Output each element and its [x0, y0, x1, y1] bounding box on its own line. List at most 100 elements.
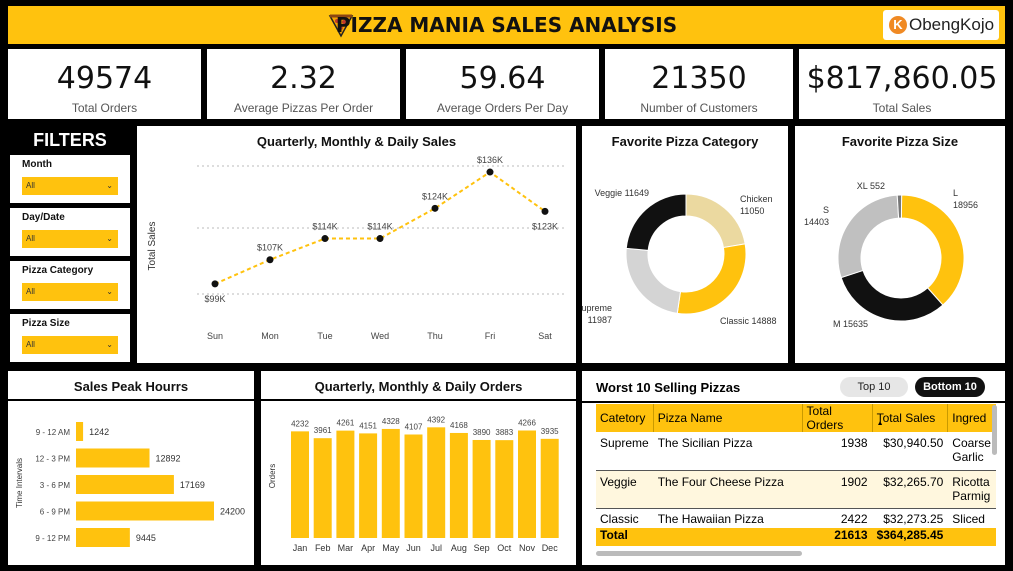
y-axis-label: Time Intervals [15, 458, 24, 508]
bar [495, 440, 514, 538]
filter-month-dropdown[interactable]: All ⌄ [22, 177, 118, 195]
bar [76, 448, 150, 468]
data-label: 4261 [337, 419, 355, 428]
donut-slice [685, 193, 746, 249]
chevron-down-icon: ⌄ [106, 340, 113, 349]
total-label: Total [596, 528, 654, 546]
chart-title: Quarterly, Monthly & Daily Orders [314, 379, 523, 394]
x-tick-label: Sat [538, 331, 552, 341]
bar [291, 431, 309, 538]
data-label: 3935 [541, 427, 559, 436]
brand-logo: K ObengKojo [883, 10, 999, 40]
kpi-value: 21350 [651, 61, 747, 96]
kpi-label: Average Orders Per Day [436, 101, 569, 115]
donut-slice [837, 194, 900, 279]
bar [404, 434, 423, 538]
chart-title: Favorite Pizza Size [841, 134, 959, 149]
logo-mark-icon: K [889, 16, 907, 34]
x-tick-label: Mon [261, 331, 279, 341]
kpi-label: Average Pizzas Per Order [233, 101, 374, 115]
column-header-category[interactable]: Catetory [596, 404, 654, 432]
total-sales: $364,285.45 [872, 528, 948, 546]
filter-day-date-dropdown[interactable]: All ⌄ [22, 230, 118, 248]
kpi-card-total-sales: $817,860.05 Total Sales [799, 49, 1005, 119]
slice-label: S [823, 205, 829, 215]
column-header-total-orders[interactable]: Total Orders [802, 404, 873, 432]
ingredient-line: Garlic [952, 450, 984, 464]
total-empty-cell [947, 528, 996, 546]
column-header-ingredients[interactable]: Ingred [947, 404, 996, 432]
column-header-label: Total Sales [876, 411, 936, 425]
data-label: $123K [532, 221, 558, 231]
chevron-down-icon: ⌄ [106, 181, 113, 190]
data-label: $107K [257, 243, 283, 253]
data-label: 1242 [89, 427, 109, 437]
kpi-value: 2.32 [270, 61, 337, 96]
bar [518, 430, 536, 538]
bar [76, 501, 214, 521]
dropdown-value: All [26, 287, 35, 296]
table-vertical-scrollbar[interactable] [992, 405, 997, 455]
data-point [431, 204, 439, 212]
filter-label: Month [22, 159, 52, 170]
x-tick-label: Jul [430, 543, 442, 553]
data-label: 4392 [427, 415, 445, 424]
category-donut-chart: Chicken 11050 Classic 14888 Supreme 11987 Veg… [582, 188, 777, 326]
slice-label: Chicken [740, 194, 773, 204]
column-header-pizza-name[interactable]: Pizza Name [653, 404, 803, 432]
filter-pizza-category-dropdown[interactable]: All ⌄ [22, 283, 118, 301]
dashboard-title: PIZZA MANIA SALES ANALYSIS [335, 13, 678, 37]
data-label: 4151 [359, 421, 377, 430]
bar [472, 439, 491, 538]
category-donut-panel: Favorite Pizza Category Chicken 11050 Clas… [582, 126, 788, 363]
kpi-card-customers: 21350 Number of Customers [605, 49, 793, 119]
x-tick-label: Aug [451, 543, 467, 553]
cell-ingredients: Coarse Garlic [947, 432, 996, 471]
cell-category: Veggie [596, 470, 654, 509]
data-point [486, 168, 494, 176]
bar [336, 430, 355, 538]
donut-slice [625, 247, 682, 314]
top-10-toggle-button[interactable]: Top 10 [840, 377, 908, 397]
data-label: $114K [312, 222, 337, 232]
table-horizontal-scrollbar[interactable] [596, 551, 802, 556]
cell-total-orders: 2422 [840, 511, 868, 526]
cell-pizza-name: The Four Cheese Pizza [653, 470, 803, 509]
slice-value: 18956 [953, 200, 978, 210]
table-row[interactable]: Veggie The Four Cheese Pizza 1902 $32,26… [596, 470, 996, 509]
bar [313, 438, 332, 538]
dropdown-value: All [26, 181, 35, 190]
data-label: 9445 [136, 533, 156, 543]
slice-label: Veggie 11649 [595, 188, 649, 198]
kpi-label: Total Orders [71, 101, 138, 115]
column-header-total-sales[interactable]: Total Sales ▲ [872, 404, 949, 432]
filters-title: FILTERS [33, 130, 107, 150]
bar [76, 528, 130, 547]
bottom-10-toggle-button[interactable]: Bottom 10 [915, 377, 985, 397]
x-tick-label: Dec [542, 543, 559, 553]
monthly-orders-panel: Quarterly, Monthly & Daily Orders Orders… [261, 371, 576, 565]
worst-pizzas-table: Catetory Pizza Name Total Orders Total S… [596, 404, 996, 546]
y-tick-label: 12 - 3 PM [35, 455, 70, 464]
table-row[interactable]: Classic The Hawaiian Pizza 2422 $32,273.… [596, 508, 996, 528]
data-label: $114K [367, 222, 392, 232]
slice-label: L [953, 188, 958, 198]
kpi-card-avg-orders: 59.64 Average Orders Per Day [406, 49, 599, 119]
filter-pizza-size-dropdown[interactable]: All ⌄ [22, 336, 118, 354]
data-label: 4266 [518, 418, 536, 427]
chart-title: Quarterly, Monthly & Daily Sales [256, 134, 457, 149]
cell-ingredients: Ricotta Parmig [947, 470, 996, 509]
header-bar: PIZZA MANIA SALES ANALYSIS K ObengKojo [8, 6, 1005, 44]
kpi-label: Total Sales [872, 101, 932, 115]
cell-total-sales: $30,940.50 [872, 432, 948, 471]
cell-total-orders: 1902 [802, 470, 873, 509]
x-tick-label: Jan [293, 543, 308, 553]
table-row[interactable]: Supreme The Sicilian Pizza 1938 $30,940.… [596, 432, 996, 471]
y-axis-label: Total Sales [147, 222, 158, 271]
data-label: 3961 [314, 426, 332, 435]
data-label: $99K [204, 294, 225, 304]
filter-pizza-category: Pizza Category All ⌄ [10, 261, 130, 309]
cell-total-orders: 1938 [802, 432, 873, 471]
data-label: $136K [477, 155, 503, 165]
bar [76, 475, 174, 494]
